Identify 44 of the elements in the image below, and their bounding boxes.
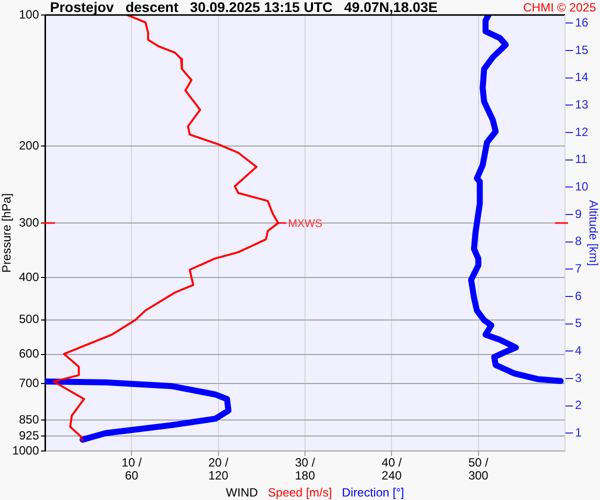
text: Speed [m/s] xyxy=(268,485,332,500)
y2-tick-label: 15 xyxy=(575,42,589,57)
y-tick-label: 925 xyxy=(18,428,40,443)
y-tick-label: 850 xyxy=(18,412,40,427)
y-tick-label: 400 xyxy=(18,270,40,284)
y2-tick-label: 9 xyxy=(575,206,582,221)
y-tick-label: 1000 xyxy=(12,443,40,458)
y2-tick-label: 11 xyxy=(575,152,588,166)
y2-tick-label: 4 xyxy=(575,344,582,358)
y2-tick-label: 1 xyxy=(575,426,582,440)
y-tick-label: 500 xyxy=(18,312,40,326)
y2-tick-label: 5 xyxy=(575,316,582,330)
y2-tick-label: 7 xyxy=(575,262,582,276)
x2-tick-label: 180 xyxy=(294,468,316,482)
text: CHMI © 2025 xyxy=(523,0,596,14)
y-tick-label: 100 xyxy=(18,7,40,22)
y2-tick-label: 13 xyxy=(575,98,589,112)
x2-tick-label: 300 xyxy=(468,468,489,482)
y2-tick-label: 14 xyxy=(575,70,589,84)
y2-tick-label: 6 xyxy=(575,288,582,303)
y2-tick-label: 10 xyxy=(575,180,589,194)
y-tick-label: 600 xyxy=(18,346,40,361)
y-tick-label: 300 xyxy=(18,215,40,230)
chart-title: Prostejov descent 30.09.2025 13:15 UTC 49.07N,18.03E xyxy=(50,0,438,15)
text: Direction [°] xyxy=(342,485,404,500)
y2-tick-label: 2 xyxy=(575,398,582,412)
x-tick-label: 20 / xyxy=(208,455,230,470)
x-axis-title: WIND xyxy=(226,485,258,500)
x-tick-label: 30 / xyxy=(294,455,316,470)
x-tick-label: 40 / xyxy=(382,455,402,470)
y-tick-label: 200 xyxy=(18,138,40,153)
y-tick-label: 700 xyxy=(18,376,40,390)
annotation: MXWS xyxy=(288,218,322,230)
x-tick-label: 10 / xyxy=(122,455,142,470)
x2-tick-label: 60 xyxy=(124,468,139,482)
x2-tick-label: 240 xyxy=(382,468,402,482)
y2-tick-label: 16 xyxy=(575,16,589,30)
y2-tick-label: 8 xyxy=(575,234,582,248)
y-axis-title: Pressure [hPa] xyxy=(0,193,14,273)
x-tick-label: 50 / xyxy=(468,455,490,470)
y2-tick-label: 3 xyxy=(575,370,582,385)
y2-axis-title: Altitude [km] xyxy=(586,200,600,266)
x2-tick-label: 120 xyxy=(208,468,229,482)
y2-tick-label: 12 xyxy=(575,124,589,139)
